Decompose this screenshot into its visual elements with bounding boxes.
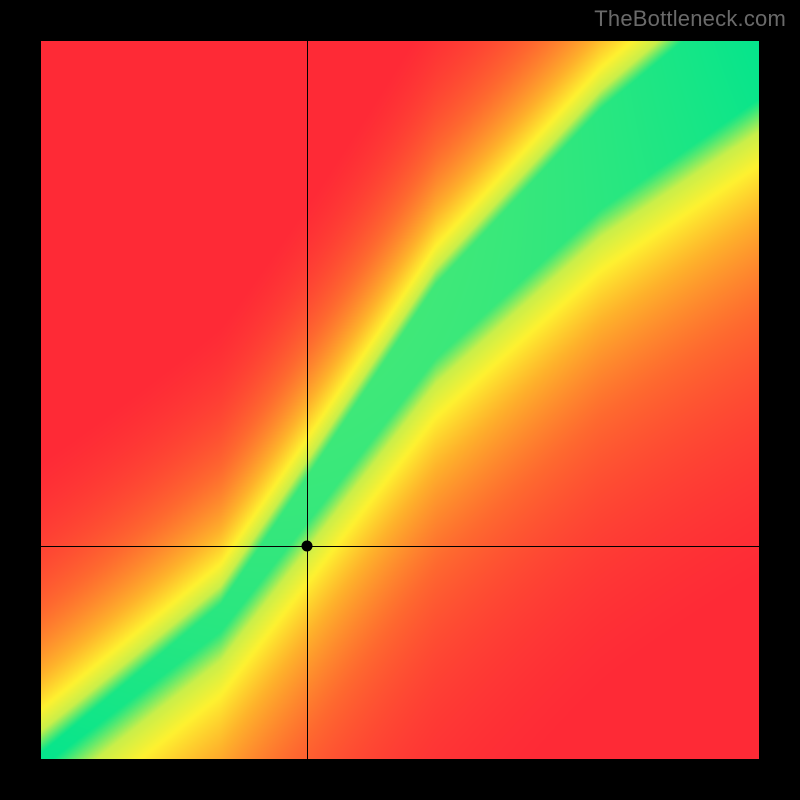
crosshair-horizontal <box>41 546 759 547</box>
watermark-text: TheBottleneck.com <box>594 6 786 32</box>
selection-marker <box>301 540 312 551</box>
crosshair-vertical <box>307 41 308 759</box>
bottleneck-heatmap <box>41 41 759 759</box>
heatmap-canvas <box>41 41 759 759</box>
